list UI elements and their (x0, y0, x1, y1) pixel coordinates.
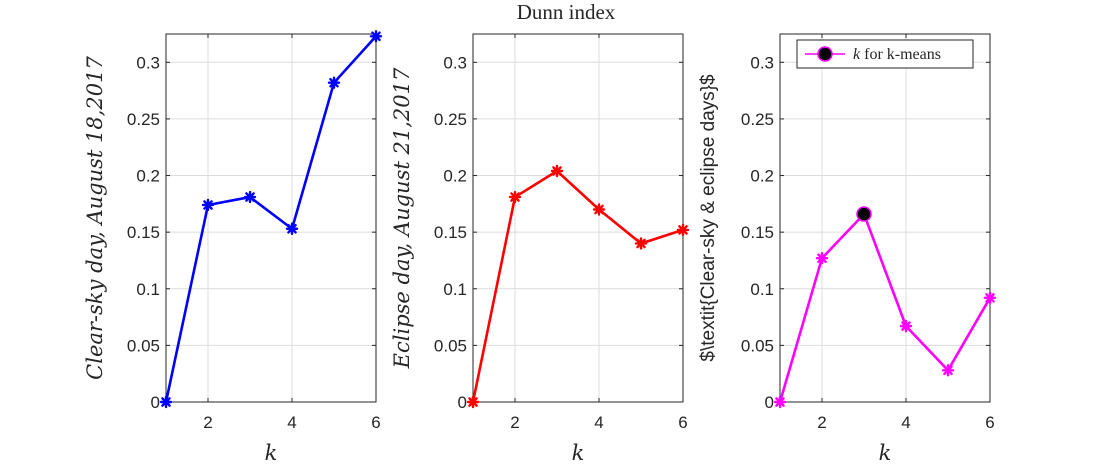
data-point-marker (159, 395, 173, 409)
selected-k-marker (856, 206, 872, 222)
y-tick-label: 0 (151, 393, 160, 412)
y-tick-label: 0.1 (443, 280, 467, 299)
x-tick-label: 2 (817, 413, 826, 432)
data-point-marker (676, 223, 690, 237)
data-point-marker (941, 364, 955, 377)
y-tick-label: 0.15 (741, 223, 774, 242)
legend-text: for k-means (860, 46, 941, 63)
y-axis-label: Clear-sky day, August 18,2017 (83, 56, 107, 380)
y-tick-label: 0.05 (434, 336, 467, 355)
data-point-marker (327, 76, 341, 89)
data-point-marker (815, 251, 829, 265)
x-tick-label: 6 (678, 413, 687, 432)
y-tick-label: 0.25 (434, 110, 467, 129)
data-point-marker (634, 237, 648, 250)
data-point-marker (201, 198, 215, 212)
y-tick-label: 0.1 (750, 280, 774, 299)
data-point-marker (550, 164, 564, 178)
series-line (164, 35, 377, 403)
y-tick-label: 0 (765, 393, 774, 412)
y-tick-label: 0.15 (127, 223, 160, 242)
y-axis-label: Eclipse day, August 21,2017 (390, 67, 414, 369)
y-tick-label: 0 (458, 393, 467, 412)
data-point-marker (773, 395, 787, 409)
y-tick-label: 0.2 (750, 167, 774, 186)
panel-eclipse: 0 0.05 0.1 0.15 0.2 0.25 0.3 2 4 6 k Eclipse day, A… (390, 33, 690, 465)
x-tick-label: 2 (203, 413, 212, 432)
data-point-marker (983, 291, 997, 305)
x-tick-label: 4 (594, 413, 603, 432)
x-axis-label: k (572, 441, 585, 465)
y-tick-label: 0.15 (434, 223, 467, 242)
plot-area (473, 34, 683, 402)
data-point-marker (899, 319, 913, 333)
data-point-marker (466, 395, 480, 409)
y-tick-label: 0.05 (127, 336, 160, 355)
figure-title: Dunn index (517, 0, 616, 24)
series-line (778, 212, 992, 403)
x-tick-label: 6 (371, 413, 380, 432)
y-tick-label: 0.2 (443, 167, 467, 186)
y-tick-label: 0.2 (136, 167, 160, 186)
data-point-marker (508, 190, 522, 204)
x-tick-label: 4 (901, 413, 910, 432)
axes-box (165, 33, 377, 403)
legend-symbol: k (853, 46, 861, 63)
x-tick-label: 6 (985, 413, 994, 432)
x-tick-label: 4 (287, 413, 296, 432)
x-axis-label: k (879, 441, 892, 465)
data-point-marker (369, 30, 383, 43)
legend-marker-swatch (817, 46, 833, 62)
y-axis-label: $\textit{Clear-sky & eclipse days}$ (698, 74, 719, 362)
y-tick-label: 0.25 (741, 110, 774, 129)
x-tick-label: 2 (510, 413, 519, 432)
data-point-marker (243, 190, 257, 204)
y-tick-label: 0.1 (136, 280, 160, 299)
axes-box (472, 33, 684, 403)
panel-combined: 0 0.05 0.1 0.15 0.2 0.25 0.3 2 4 6 k $\textit{Clear… (698, 33, 997, 465)
axes-box (779, 33, 991, 403)
panel-clear-sky: 0 0.05 0.1 0.15 0.2 0.25 0.3 2 4 6 k Clear-sky day,… (83, 30, 383, 465)
y-tick-label: 0.05 (741, 336, 774, 355)
y-tick-label: 0.3 (443, 53, 467, 72)
legend-entry-label: k for k-means (853, 46, 941, 63)
data-point-marker (592, 203, 606, 216)
plot-area (780, 34, 990, 402)
y-tick-label: 0.3 (136, 53, 160, 72)
y-tick-label: 0.3 (750, 53, 774, 72)
plot-area (166, 34, 376, 402)
y-tick-label: 0.25 (127, 110, 160, 129)
series-line (471, 169, 684, 403)
legend: k for k-means (796, 39, 974, 69)
data-point-marker (285, 222, 299, 235)
x-axis-label: k (265, 441, 278, 465)
